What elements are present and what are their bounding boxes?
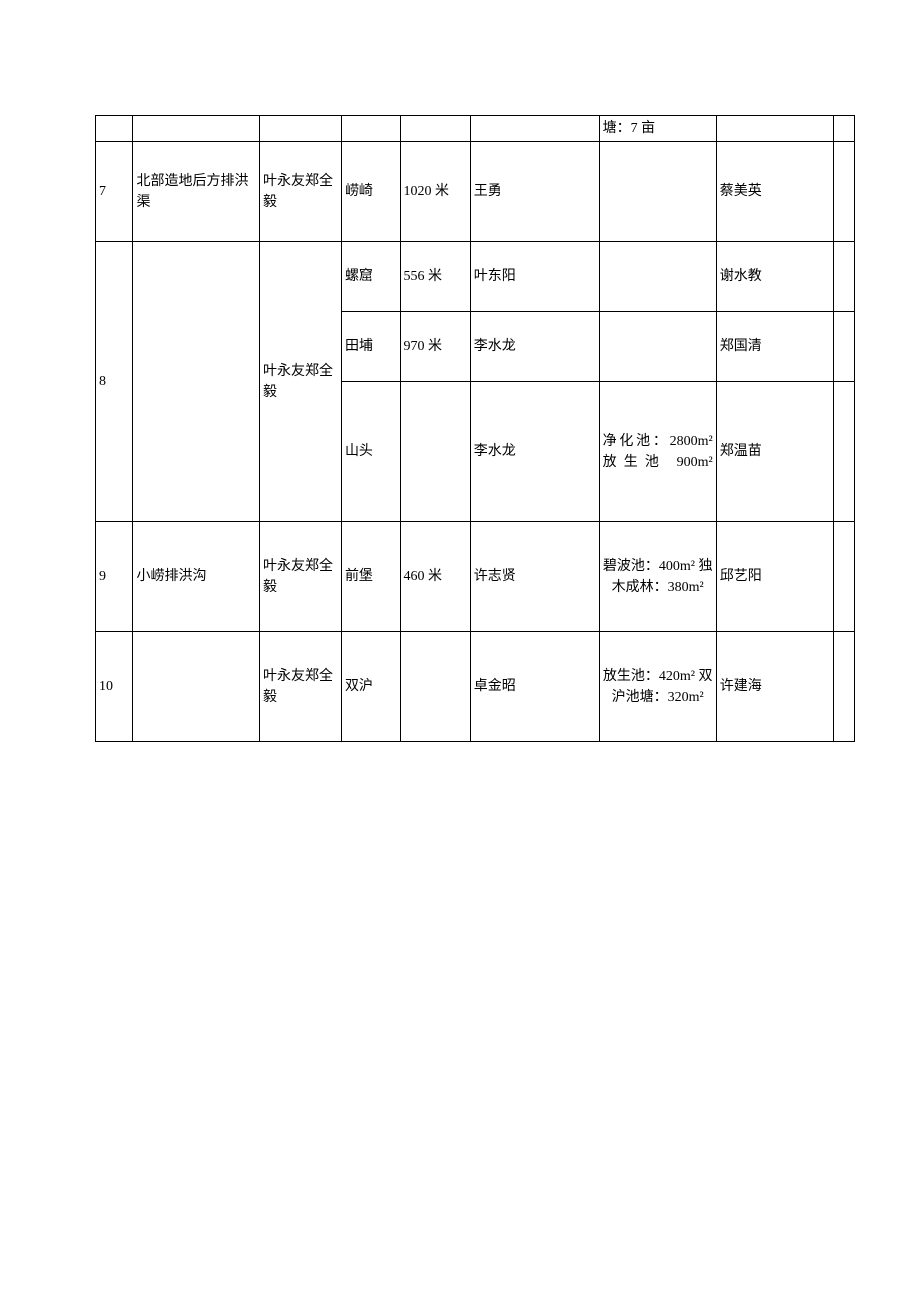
cell-p2: 李水龙 — [470, 382, 599, 522]
cell-len — [400, 382, 470, 522]
cell-desc: 碧波池：400m² 独木成林：380m² — [599, 522, 716, 632]
cell-desc — [599, 142, 716, 242]
cell-len: 970 米 — [400, 312, 470, 382]
cell-last — [833, 116, 854, 142]
cell-last — [833, 632, 854, 742]
cell-p3: 郑国清 — [716, 312, 833, 382]
cell-last — [833, 382, 854, 522]
cell-last — [833, 522, 854, 632]
cell-desc — [599, 242, 716, 312]
document-page: 塘：7 亩 7 北部造地后方排洪渠 叶永友郑全毅 崂崎 1020 米 王勇 蔡美… — [0, 0, 920, 742]
cell-len: 556 米 — [400, 242, 470, 312]
cell-person: 叶永友郑全毅 — [259, 142, 341, 242]
cell-person: 叶永友郑全毅 — [259, 632, 341, 742]
cell-p2: 叶东阳 — [470, 242, 599, 312]
table-row: 10 叶永友郑全毅 双沪 卓金昭 放生池：420m² 双沪池塘：320m² 许建… — [96, 632, 855, 742]
cell-len: 1020 米 — [400, 142, 470, 242]
cell-idx: 10 — [96, 632, 133, 742]
cell-len — [400, 116, 470, 142]
table-row: 8 叶永友郑全毅 螺窟 556 米 叶东阳 谢水教 — [96, 242, 855, 312]
cell-loc: 双沪 — [341, 632, 400, 742]
cell-idx — [96, 116, 133, 142]
cell-person: 叶永友郑全毅 — [259, 242, 341, 522]
cell-len: 460 米 — [400, 522, 470, 632]
cell-last — [833, 312, 854, 382]
cell-loc — [341, 116, 400, 142]
cell-loc: 螺窟 — [341, 242, 400, 312]
cell-person — [259, 116, 341, 142]
cell-p3 — [716, 116, 833, 142]
cell-p2: 卓金昭 — [470, 632, 599, 742]
cell-p3: 郑温苗 — [716, 382, 833, 522]
cell-name — [133, 632, 259, 742]
cell-p2: 李水龙 — [470, 312, 599, 382]
cell-name: 北部造地后方排洪渠 — [133, 142, 259, 242]
cell-desc — [599, 312, 716, 382]
cell-loc: 崂崎 — [341, 142, 400, 242]
cell-name — [133, 242, 259, 522]
cell-idx: 9 — [96, 522, 133, 632]
cell-len — [400, 632, 470, 742]
cell-p2: 许志贤 — [470, 522, 599, 632]
cell-last — [833, 242, 854, 312]
cell-p3: 邱艺阳 — [716, 522, 833, 632]
cell-desc: 净化池：2800m² 放生池 900m² — [599, 382, 716, 522]
data-table: 塘：7 亩 7 北部造地后方排洪渠 叶永友郑全毅 崂崎 1020 米 王勇 蔡美… — [95, 115, 855, 742]
cell-p2 — [470, 116, 599, 142]
cell-idx: 7 — [96, 142, 133, 242]
cell-desc: 塘：7 亩 — [599, 116, 716, 142]
cell-p3: 蔡美英 — [716, 142, 833, 242]
cell-desc: 放生池：420m² 双沪池塘：320m² — [599, 632, 716, 742]
cell-p3: 许建海 — [716, 632, 833, 742]
cell-idx: 8 — [96, 242, 133, 522]
table-row: 9 小崂排洪沟 叶永友郑全毅 前堡 460 米 许志贤 碧波池：400m² 独木… — [96, 522, 855, 632]
cell-loc: 山头 — [341, 382, 400, 522]
cell-name — [133, 116, 259, 142]
cell-name: 小崂排洪沟 — [133, 522, 259, 632]
cell-person: 叶永友郑全毅 — [259, 522, 341, 632]
cell-loc: 田埔 — [341, 312, 400, 382]
table-row: 塘：7 亩 — [96, 116, 855, 142]
cell-last — [833, 142, 854, 242]
cell-loc: 前堡 — [341, 522, 400, 632]
cell-p3: 谢水教 — [716, 242, 833, 312]
table-row: 7 北部造地后方排洪渠 叶永友郑全毅 崂崎 1020 米 王勇 蔡美英 — [96, 142, 855, 242]
cell-p2: 王勇 — [470, 142, 599, 242]
